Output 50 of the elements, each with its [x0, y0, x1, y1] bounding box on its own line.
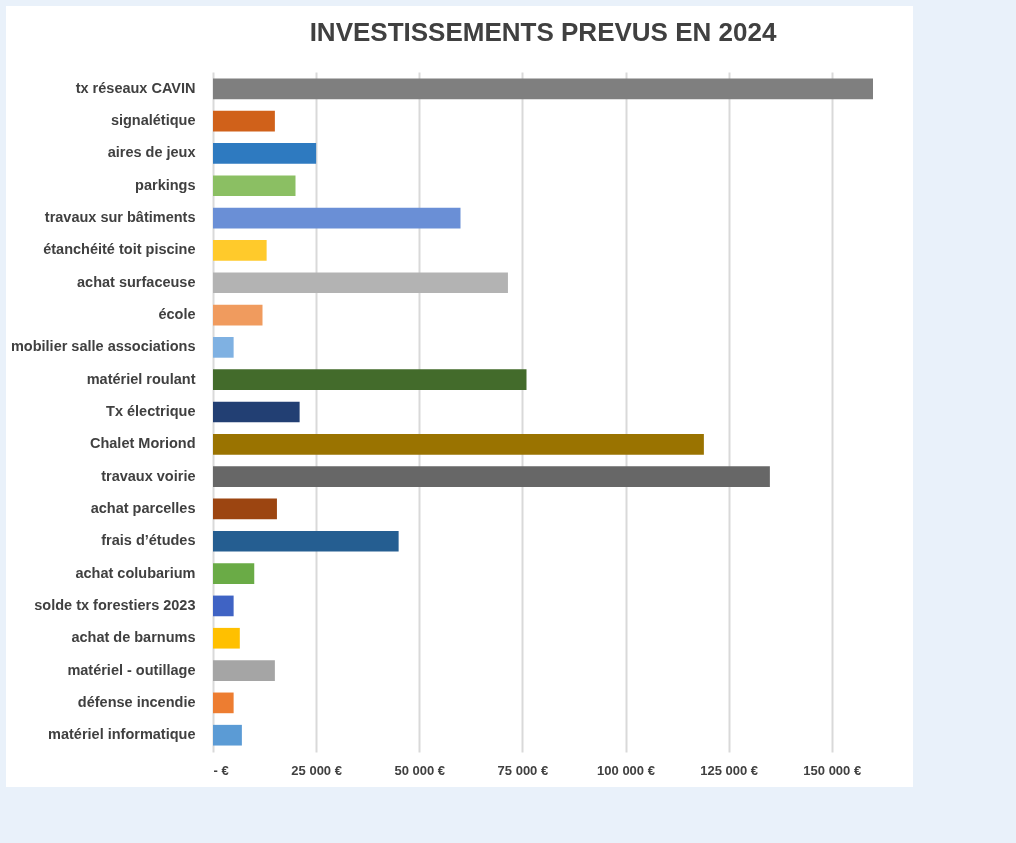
y-tick-label: Tx électrique — [106, 403, 196, 419]
bar — [213, 595, 234, 617]
bar — [213, 272, 508, 294]
y-tick-label: Chalet Moriond — [89, 435, 196, 452]
bar — [213, 207, 461, 229]
x-tick-label: 75 000 € — [497, 762, 549, 778]
y-tick-label: achat parcelles — [90, 499, 196, 516]
bar — [213, 724, 242, 746]
bar — [213, 337, 234, 358]
y-tick-label: frais d’études — [101, 532, 196, 549]
bar — [213, 240, 267, 261]
bar — [213, 466, 770, 487]
bar — [213, 401, 300, 423]
y-tick-label: défense incendie — [77, 693, 196, 710]
y-tick-label: mobilier salle associations — [10, 338, 196, 355]
y-tick-label: aires de jeux — [107, 144, 196, 161]
y-tick-label: parkings — [135, 176, 196, 193]
x-tick-label: 25 000 € — [291, 762, 342, 778]
y-tick-label: signalétique — [110, 112, 196, 129]
x-tick-label: - € — [213, 762, 229, 778]
bar — [213, 110, 275, 132]
x-tick-label: 100 000 € — [597, 762, 655, 778]
bar — [213, 498, 277, 520]
y-tick-label: tx réseaux CAVIN — [75, 79, 196, 96]
y-tick-label: travaux sur bâtiments — [44, 209, 196, 226]
bar — [213, 304, 263, 326]
bar — [213, 433, 704, 455]
y-tick-label: matériel informatique — [48, 726, 196, 743]
y-tick-label: achat de barnums — [71, 629, 196, 646]
y-tick-label: achat colubarium — [75, 564, 196, 581]
x-tick-label: 150 000 € — [803, 762, 862, 778]
bar — [213, 627, 240, 649]
y-tick-label: matériel - outillage — [67, 661, 196, 678]
bar — [213, 143, 317, 164]
bar — [213, 369, 527, 391]
chart-title: INVESTISSEMENTS PREVUS EN 2024 — [309, 17, 777, 47]
bar — [213, 692, 234, 714]
x-tick-label: 50 000 € — [394, 762, 446, 778]
y-tick-label: matériel roulant — [86, 370, 196, 387]
y-tick-label: étanchéité toit piscine — [43, 241, 196, 258]
bar — [213, 78, 873, 100]
y-tick-label: école — [158, 306, 196, 323]
bar — [213, 175, 296, 197]
y-tick-label: solde tx forestiers 2023 — [34, 596, 196, 613]
x-tick-label: 125 000 € — [700, 762, 759, 778]
bar — [213, 530, 399, 552]
bar — [213, 563, 255, 584]
bar — [213, 660, 275, 681]
y-tick-label: travaux voirie — [101, 467, 196, 484]
y-tick-label: achat surfaceuse — [77, 273, 196, 290]
